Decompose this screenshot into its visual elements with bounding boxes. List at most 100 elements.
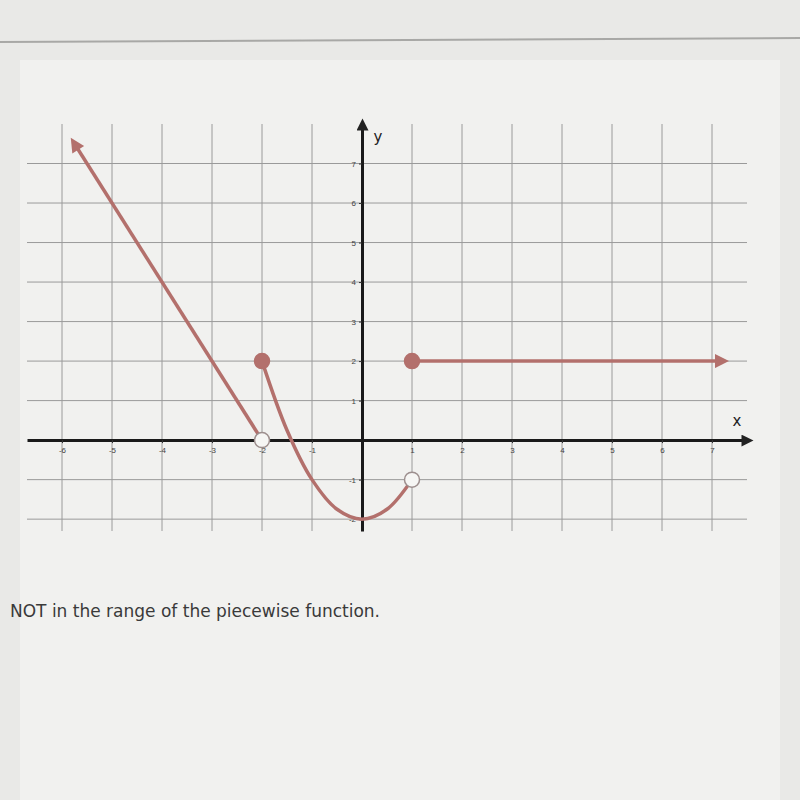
open-point bbox=[255, 433, 270, 448]
axis-line bbox=[361, 125, 364, 532]
closed-point bbox=[255, 354, 270, 369]
grid-line-x bbox=[562, 124, 563, 531]
grid-line-y bbox=[27, 479, 747, 480]
tick-label: 2 bbox=[460, 446, 465, 455]
tick-label: 6 bbox=[660, 446, 665, 455]
tick-mark bbox=[359, 480, 362, 481]
tick: 5 bbox=[610, 440, 615, 455]
tick-mark bbox=[562, 440, 563, 443]
tick: 3 bbox=[352, 318, 362, 327]
tick: 1 bbox=[352, 397, 362, 406]
tick: 6 bbox=[352, 199, 362, 208]
tick-mark bbox=[359, 361, 362, 362]
tick-mark bbox=[412, 440, 413, 443]
top-rule bbox=[0, 38, 800, 42]
tick: -6 bbox=[59, 440, 67, 455]
tick: -3 bbox=[209, 440, 217, 455]
tick: 3 bbox=[510, 440, 515, 455]
tick-label: 5 bbox=[610, 446, 615, 455]
tick-label: -6 bbox=[59, 446, 67, 455]
tick-mark bbox=[359, 401, 362, 402]
tick-label: 7 bbox=[710, 446, 715, 455]
tick-mark bbox=[359, 322, 362, 323]
grid-line-y bbox=[27, 321, 747, 322]
grid-line-x bbox=[312, 124, 313, 531]
tick-mark bbox=[359, 203, 362, 204]
line bbox=[262, 361, 412, 519]
tick-mark bbox=[212, 440, 213, 443]
tick-label: 4 bbox=[352, 278, 357, 287]
tick: 2 bbox=[460, 440, 465, 455]
tick: -1 bbox=[309, 440, 317, 455]
grid-line-x bbox=[62, 124, 63, 531]
tick-mark bbox=[62, 440, 63, 443]
tick-label: -1 bbox=[309, 446, 317, 455]
tick: 7 bbox=[352, 160, 362, 169]
tick-mark bbox=[162, 440, 163, 443]
grid-line-x bbox=[262, 124, 263, 531]
line bbox=[412, 359, 722, 363]
tick: -1 bbox=[349, 476, 362, 485]
grid-line-y bbox=[27, 361, 747, 362]
tick-label: 4 bbox=[560, 446, 565, 455]
tick-mark bbox=[662, 440, 663, 443]
tick-mark bbox=[512, 440, 513, 443]
line bbox=[75, 144, 263, 440]
tick-mark bbox=[712, 440, 713, 443]
grid-line-y bbox=[27, 163, 747, 164]
tick-label: 2 bbox=[352, 357, 357, 366]
annotation: NOT in the range of the piecewise functi… bbox=[10, 601, 380, 621]
tick: 4 bbox=[352, 278, 362, 287]
plot-area bbox=[75, 144, 723, 519]
tick-label: 1 bbox=[410, 446, 415, 455]
axis-line bbox=[28, 439, 748, 442]
panel bbox=[20, 60, 780, 800]
tick: -4 bbox=[159, 440, 167, 455]
chart-svg: -6-5-4-3-2-11234567-2-11234567xyNOT in t… bbox=[0, 0, 800, 800]
tick: 7 bbox=[710, 440, 715, 455]
x-axis: -6-5-4-3-2-11234567 bbox=[28, 440, 748, 455]
grid-line-x bbox=[662, 124, 663, 531]
tick-label: 3 bbox=[352, 318, 357, 327]
tick: 4 bbox=[560, 440, 565, 455]
y-axis: -2-11234567 bbox=[349, 125, 363, 532]
tick-mark bbox=[612, 440, 613, 443]
grid-line-x bbox=[612, 124, 613, 531]
tick-label: 7 bbox=[352, 160, 357, 169]
tick-label: -4 bbox=[159, 446, 167, 455]
open-point bbox=[405, 472, 420, 487]
tick-label: -1 bbox=[349, 476, 357, 485]
tick-label: 3 bbox=[510, 446, 515, 455]
grid-line-x bbox=[112, 124, 113, 531]
tick-mark bbox=[359, 164, 362, 165]
tick-mark bbox=[312, 440, 313, 443]
tick-mark bbox=[359, 282, 362, 283]
grid-line-x bbox=[162, 124, 163, 531]
tick-label: 6 bbox=[352, 199, 357, 208]
tick-label: -3 bbox=[209, 446, 217, 455]
grid-line-y bbox=[27, 400, 747, 401]
grid-line-x bbox=[412, 124, 413, 531]
background bbox=[0, 0, 800, 800]
x-axis-label: x bbox=[733, 412, 742, 430]
grid bbox=[27, 124, 747, 531]
tick-mark bbox=[462, 440, 463, 443]
grid-line-x bbox=[512, 124, 513, 531]
grid-line-x bbox=[212, 124, 213, 531]
tick: 2 bbox=[352, 357, 362, 366]
tick-mark bbox=[359, 243, 362, 244]
tick-mark bbox=[112, 440, 113, 443]
grid-line-y bbox=[27, 203, 747, 204]
tick-label: 1 bbox=[352, 397, 357, 406]
grid-line-y bbox=[27, 519, 747, 520]
closed-point bbox=[405, 354, 420, 369]
tick: -5 bbox=[109, 440, 117, 455]
tick: 1 bbox=[410, 440, 415, 455]
tick-label: -5 bbox=[109, 446, 117, 455]
grid-line-x bbox=[712, 124, 713, 531]
y-axis-label: y bbox=[374, 128, 383, 146]
grid-line-y bbox=[27, 282, 747, 283]
grid-line-x bbox=[462, 124, 463, 531]
tick-label: 5 bbox=[352, 239, 357, 248]
tick: 6 bbox=[660, 440, 665, 455]
